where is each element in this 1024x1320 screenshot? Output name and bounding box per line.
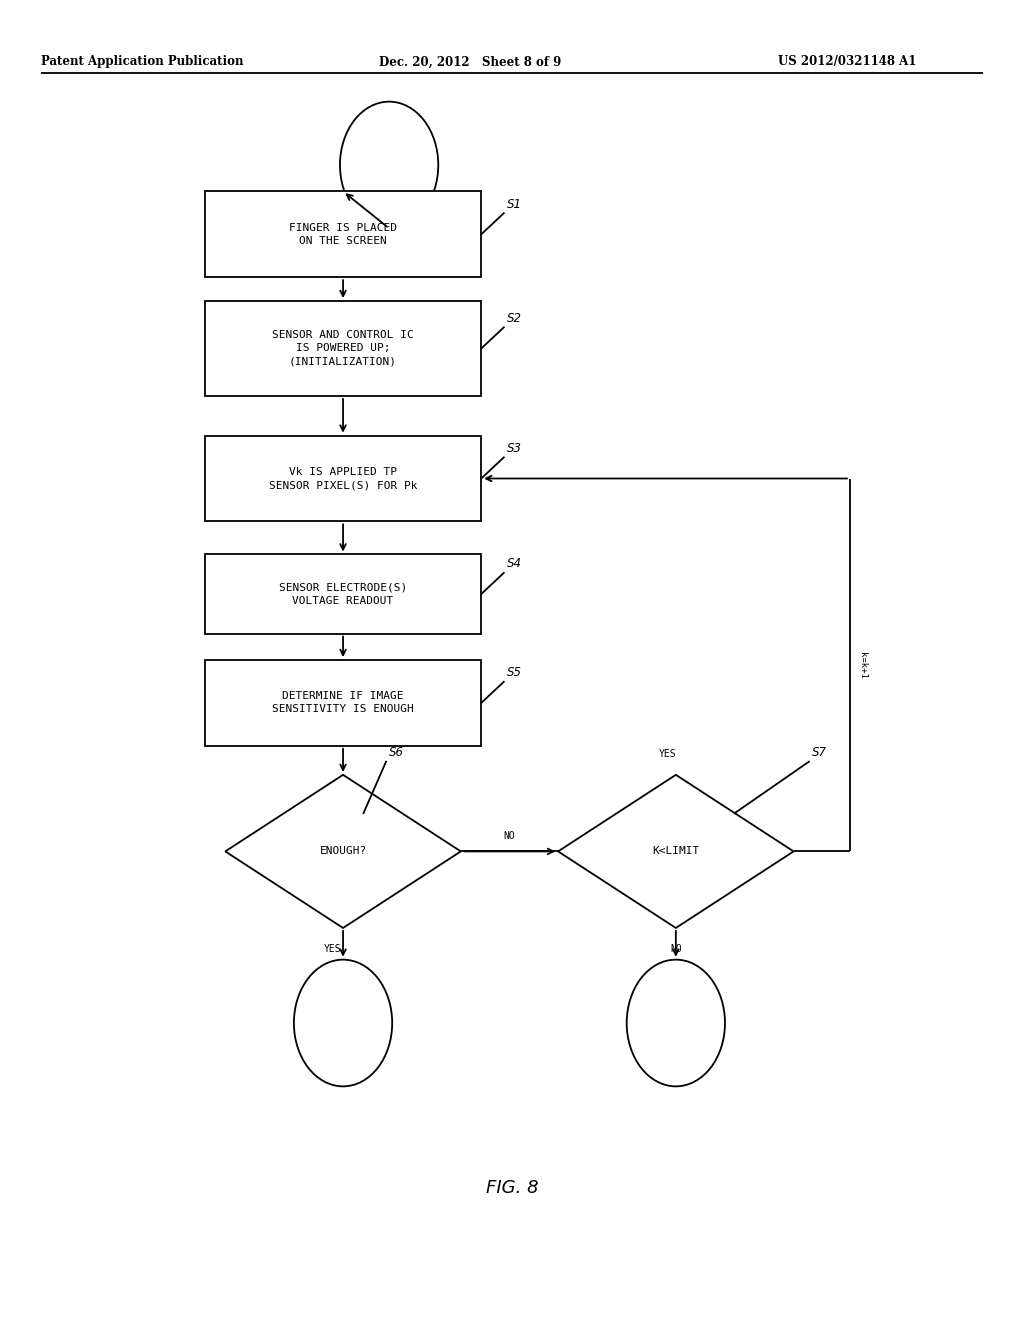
Polygon shape	[225, 775, 461, 928]
Bar	[205, 660, 481, 746]
Bar	[205, 191, 481, 277]
Text: S4: S4	[507, 557, 522, 570]
Text: S1: S1	[507, 198, 522, 210]
Text: FIG. 8: FIG. 8	[485, 1179, 539, 1197]
Text: YES: YES	[658, 748, 677, 759]
Ellipse shape	[627, 960, 725, 1086]
Bar	[205, 436, 481, 521]
Bar	[205, 554, 481, 634]
Text: DETERMINE IF IMAGE
SENSITIVITY IS ENOUGH: DETERMINE IF IMAGE SENSITIVITY IS ENOUGH	[272, 692, 414, 714]
Bar	[205, 301, 481, 396]
Text: k=k+1: k=k+1	[858, 652, 867, 678]
Text: NO: NO	[670, 944, 682, 954]
Text: S3: S3	[507, 442, 522, 454]
Text: Vk IS APPLIED TP
SENSOR PIXEL(S) FOR Pk: Vk IS APPLIED TP SENSOR PIXEL(S) FOR Pk	[268, 467, 418, 490]
Text: K<LIMIT: K<LIMIT	[652, 846, 699, 857]
Ellipse shape	[294, 960, 392, 1086]
Text: S6: S6	[389, 746, 404, 759]
Text: NO: NO	[504, 830, 515, 841]
Text: S7: S7	[812, 746, 827, 759]
Text: SENSOR ELECTRODE(S)
VOLTAGE READOUT: SENSOR ELECTRODE(S) VOLTAGE READOUT	[279, 582, 408, 606]
Text: Dec. 20, 2012   Sheet 8 of 9: Dec. 20, 2012 Sheet 8 of 9	[379, 55, 561, 69]
Text: US 2012/0321148 A1: US 2012/0321148 A1	[778, 55, 916, 69]
Text: YES: YES	[324, 944, 342, 954]
Polygon shape	[558, 775, 794, 928]
Text: SENSOR AND CONTROL IC
IS POWERED UP;
(INITIALIZATION): SENSOR AND CONTROL IC IS POWERED UP; (IN…	[272, 330, 414, 367]
Text: FINGER IS PLACED
ON THE SCREEN: FINGER IS PLACED ON THE SCREEN	[289, 223, 397, 246]
Ellipse shape	[340, 102, 438, 228]
Text: S5: S5	[507, 667, 522, 678]
Text: Patent Application Publication: Patent Application Publication	[41, 55, 244, 69]
Text: S2: S2	[507, 312, 522, 325]
Text: ENOUGH?: ENOUGH?	[319, 846, 367, 857]
